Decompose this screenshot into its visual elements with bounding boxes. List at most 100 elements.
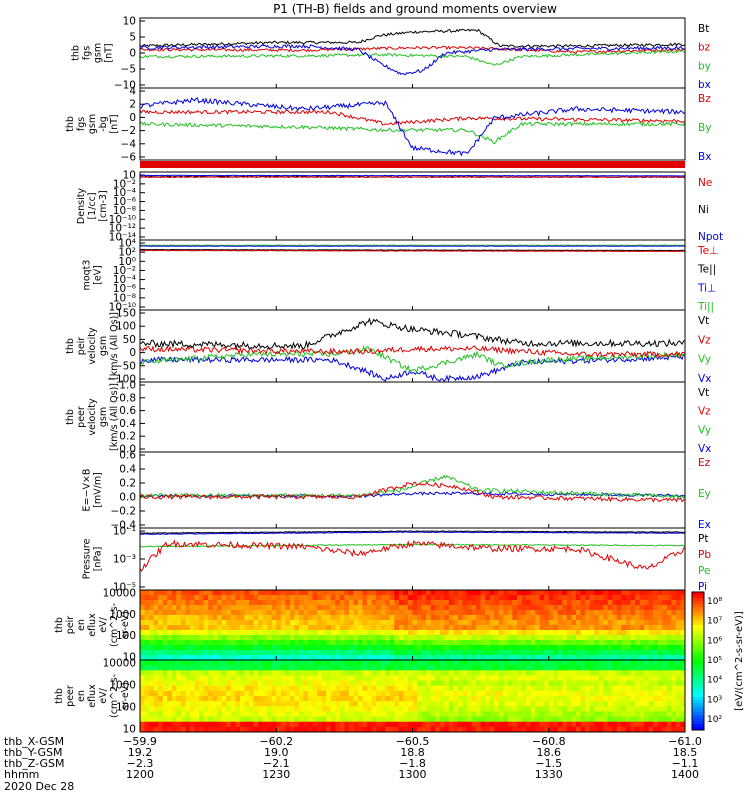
spectrogram-cell (576, 635, 581, 641)
spectrogram-cell (285, 706, 291, 712)
spectrogram-cell (480, 645, 486, 651)
spectrogram-cell (439, 640, 445, 646)
spectrogram-cell (539, 721, 545, 728)
spectrogram-cell (616, 716, 622, 723)
spectrogram-cell (285, 716, 291, 723)
ylabel-line: Density (76, 188, 87, 224)
spectrogram-cell (330, 660, 336, 666)
spectrogram-cell (671, 696, 677, 702)
spectrogram-cell (208, 660, 214, 666)
spectrogram-cell (226, 615, 232, 621)
spectrogram-cell (421, 655, 427, 661)
spectrogram-cell (298, 635, 304, 641)
spectrogram-cell (539, 635, 545, 641)
colorbar-cell (692, 601, 704, 605)
spectrogram-cell (580, 595, 586, 601)
spectrogram-cell (303, 680, 309, 687)
spectrogram-cell (471, 701, 477, 707)
spectrogram-cell (507, 595, 513, 601)
spectrogram-cell (566, 711, 572, 717)
spectrogram-cell (339, 645, 345, 651)
spectrogram-cell (444, 706, 450, 712)
xtick-label: 19.2 (128, 746, 153, 759)
spectrogram-cell (276, 645, 282, 651)
spectrogram-cell (403, 675, 409, 681)
spectrogram-cell (553, 645, 559, 651)
legend-label: Pt (698, 533, 708, 545)
spectrogram-cell (589, 675, 595, 681)
spectrogram-cell (675, 610, 681, 616)
spectrogram-cell (585, 595, 591, 601)
spectrogram-cell (644, 716, 650, 723)
spectrogram-cell (153, 685, 159, 692)
spectrogram-cell (312, 610, 318, 616)
ytick-label: 50 (123, 334, 136, 346)
spectrogram-cell (657, 620, 663, 626)
xtick-label: −1.1 (672, 757, 699, 770)
spectrogram-cell (280, 721, 286, 728)
spectrogram-cell (421, 670, 427, 676)
spectrogram-cell (671, 665, 677, 671)
spectrogram-cell (621, 701, 627, 707)
spectrogram-cell (171, 660, 177, 666)
spectrogram-cell (385, 625, 391, 631)
spectrogram-cell (398, 696, 404, 702)
spectrogram-cell (539, 600, 545, 606)
spectrogram-cell (244, 590, 250, 596)
spectrogram-cell (298, 711, 304, 717)
spectrogram-cell (607, 650, 613, 656)
spectrogram-cell (412, 716, 418, 723)
spectrogram-cell (212, 726, 218, 733)
spectrogram-cell (298, 726, 304, 733)
spectrogram-cell (203, 675, 209, 681)
spectrogram-cell (230, 706, 236, 712)
spectrogram-cell (262, 640, 268, 646)
spectrogram-cell (335, 640, 341, 646)
spectrogram-cell (158, 721, 164, 728)
spectrogram-cell (317, 640, 323, 646)
spectrogram-cell (294, 716, 300, 723)
spectrogram-cell (189, 635, 195, 641)
spectrogram-cell (453, 600, 459, 606)
spectrogram-cell (544, 690, 550, 697)
spectrogram-cell (239, 701, 245, 707)
spectrogram-cell (662, 701, 668, 707)
spectrogram-cell (353, 696, 359, 702)
ylabel-line: eV/ (98, 687, 109, 703)
spectrogram-cell (494, 716, 500, 723)
spectrogram-cell (448, 640, 454, 646)
spectrogram-cell (394, 630, 400, 636)
spectrogram-cell (480, 696, 486, 702)
spectrogram-cell (358, 660, 363, 666)
spectrogram-cell (566, 650, 572, 656)
spectrogram-cell (648, 610, 654, 616)
spectrogram-cell (230, 690, 236, 697)
spectrogram-cell (535, 685, 541, 692)
spectrogram-cell (335, 650, 341, 656)
spectrogram-cell (526, 721, 531, 728)
spectrogram-cell (249, 630, 254, 636)
spectrogram-cell (167, 655, 173, 661)
spectrogram-cell (367, 615, 373, 621)
spectrogram-cell (403, 660, 409, 666)
spectrogram-cell (566, 600, 572, 606)
spectrogram-cell (426, 670, 432, 676)
spectrogram-cell (158, 680, 164, 687)
spectrogram-cell (435, 696, 441, 702)
spectrogram-cell (185, 590, 191, 596)
spectrogram-cell (262, 630, 268, 636)
spectrogram-cell (385, 675, 391, 681)
ytick-label: 0.4 (119, 418, 136, 430)
spectrogram-cell (262, 685, 268, 692)
spectrogram-cell (439, 670, 445, 676)
spectrogram-cell (430, 670, 436, 676)
spectrogram-cell (430, 605, 436, 611)
spectrogram-cell (421, 630, 427, 636)
spectrogram-cell (412, 690, 418, 697)
spectrogram-cell (653, 605, 659, 611)
spectrogram-cell (548, 716, 554, 723)
spectrogram-cell (535, 615, 541, 621)
spectrogram-cell (494, 595, 500, 601)
spectrogram-cell (221, 665, 227, 671)
spectrogram-cell (576, 680, 581, 687)
